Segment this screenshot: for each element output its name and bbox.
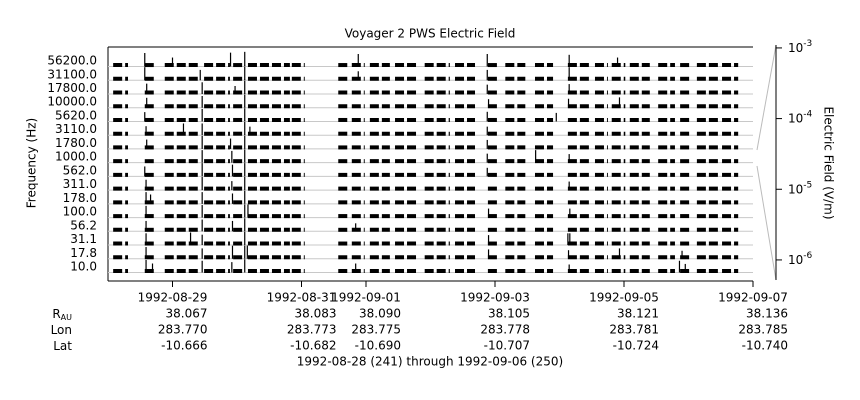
y2-tick-base: 10	[788, 40, 803, 54]
ephemeris-value: 283.773	[287, 323, 337, 337]
x-tick-label: 1992-09-01	[331, 291, 401, 305]
ephemeris-value: -10.690	[355, 339, 401, 353]
y-tick-label: 562.0	[63, 163, 97, 177]
y-tick-label: 10.0	[70, 260, 97, 274]
y2-tick-exponent: -3	[803, 38, 812, 48]
ephemeris-label: RAU	[52, 307, 72, 322]
ephemeris-value: 283.778	[480, 323, 530, 337]
x-tick-label: 1992-08-31	[267, 291, 337, 305]
ephemeris-value: 38.090	[359, 307, 401, 321]
y-tick-label: 1780.0	[55, 136, 97, 150]
x-tick-label: 1992-08-29	[138, 291, 208, 305]
y-tick-label: 31100.0	[47, 67, 97, 81]
y2-tick-label: 10-6	[788, 250, 813, 266]
y-tick-label: 178.0	[63, 191, 97, 205]
ephemeris-label-main: Lat	[53, 339, 72, 353]
x-tick-label: 1992-09-03	[460, 291, 530, 305]
y-tick-label: 17800.0	[47, 81, 97, 95]
ephemeris-value: -10.707	[484, 339, 530, 353]
ephemeris-value: -10.682	[290, 339, 336, 353]
ephemeris-value: -10.666	[161, 339, 207, 353]
ephemeris-label-sub: AU	[61, 313, 72, 322]
ephemeris-value: 38.121	[617, 307, 659, 321]
footer: 1992-08-28 (241) through 1992-09-06 (250…	[297, 355, 563, 369]
y-tick-label: 100.0	[63, 205, 97, 219]
y2-tick-base: 10	[788, 182, 803, 196]
y2-axis-label: Electric Field (V/m)	[822, 106, 836, 219]
y2-tick-base: 10	[788, 111, 803, 125]
y-tick-label: 56.2	[70, 218, 97, 232]
chart-title: Voyager 2 PWS Electric Field	[345, 27, 516, 41]
zoom-line	[756, 165, 777, 281]
y-tick-label: 5620.0	[55, 108, 97, 122]
ephemeris-label-main: Lon	[51, 323, 72, 337]
ephemeris-value: -10.724	[613, 339, 659, 353]
ephemeris-value: 283.781	[609, 323, 659, 337]
ephemeris-value: 38.067	[166, 307, 208, 321]
y-tick-label: 311.0	[63, 177, 97, 191]
x-tick-label: 1992-09-05	[589, 291, 659, 305]
y-tick-label: 56200.0	[47, 54, 97, 68]
zoom-line	[756, 44, 777, 151]
y2-tick-label: 10-3	[788, 38, 812, 54]
ephemeris-value: 38.136	[746, 307, 788, 321]
x-tick-label: 1992-09-07	[718, 291, 788, 305]
ephemeris-label: Lon	[51, 323, 72, 337]
y2-tick-exponent: -6	[803, 250, 812, 260]
y-tick-label: 31.1	[70, 232, 97, 246]
y2-tick-label: 10-5	[788, 180, 812, 196]
ephemeris-label: Lat	[53, 339, 72, 353]
ephemeris-value: 283.770	[158, 323, 208, 337]
y2-tick-label: 10-4	[788, 109, 813, 125]
ephemeris-value: -10.740	[742, 339, 788, 353]
y2-tick-base: 10	[788, 252, 803, 266]
ephemeris-value: 283.775	[351, 323, 401, 337]
ephemeris-value: 38.083	[295, 307, 337, 321]
y2-tick-exponent: -4	[803, 109, 812, 119]
y-tick-label: 17.8	[70, 246, 97, 260]
y-tick-label: 3110.0	[55, 122, 97, 136]
y-tick-label: 10000.0	[47, 95, 97, 109]
ephemeris-value: 38.105	[488, 307, 530, 321]
y-tick-label: 1000.0	[55, 150, 97, 164]
ephemeris-label-main: R	[52, 307, 60, 321]
y-axis-label: Frequency (Hz)	[25, 118, 39, 209]
ephemeris-value: 283.785	[738, 323, 788, 337]
y2-tick-exponent: -5	[803, 180, 812, 190]
